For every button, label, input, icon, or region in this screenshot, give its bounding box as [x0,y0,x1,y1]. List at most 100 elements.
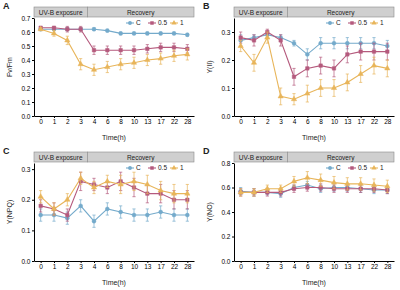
data-point [79,204,83,208]
x-tick-label: 28 [384,118,392,125]
y-tick-mark [232,261,234,262]
series-line [241,32,388,77]
error-bar [279,35,282,46]
y-tick: 0.0 [221,113,234,120]
legend-label: 1 [380,19,384,26]
x-tick-label: 28 [184,118,192,125]
y-tick: 0.2 [21,196,34,203]
x-tick-label: 3 [279,118,283,125]
x-tick-label: 10 [131,263,139,270]
phase-bar [234,152,287,162]
data-point [65,197,70,202]
error-bar [132,32,135,35]
y-tick: 0.3 [221,29,234,36]
x-tick-label: 17 [358,263,366,270]
y-tick-mark [32,230,34,231]
data-point [319,64,322,67]
y-tick-label: 0.6 [21,29,30,36]
data-point [291,96,296,101]
error-bar [132,46,135,54]
data-point [65,27,69,31]
x-tick: 6 [106,116,110,125]
data-point [172,31,176,35]
y-axis-title: Y(NO) [206,202,214,222]
y-tick-mark [232,163,234,164]
x-axis: 01234681013172228 [235,116,395,125]
data-point [39,204,42,207]
x-tick: 6 [106,261,110,270]
error-bar [79,26,82,32]
data-point [279,39,282,42]
series-line [41,28,188,50]
plot-area [238,29,390,105]
data-point [51,206,56,211]
legend-marker [171,165,176,170]
y-tick-mark [232,60,234,61]
legend-marker [328,166,332,170]
data-point [319,41,323,45]
x-axis: 01234681013172228 [235,261,395,270]
legend-marker [171,20,176,25]
y-tick-mark [32,74,34,75]
y-tick: 0.2 [21,85,34,92]
legend-label: 0.5 [158,164,167,171]
x-tick: 28 [184,116,192,125]
y-tick-label: 0.1 [221,85,230,92]
data-point [371,182,376,187]
legend-label: C [336,19,341,26]
y-tick: 0.7 [21,15,34,22]
data-point [92,48,95,51]
x-tick-label: 13 [344,118,352,125]
x-tick-label: 6 [306,263,310,270]
series-line [41,181,188,215]
plot-area [238,172,390,198]
series-line [241,38,388,100]
y-axis-line [234,164,235,262]
y-tick-mark [32,102,34,103]
data-point [292,75,295,78]
y-tick-label: 0.7 [21,15,30,22]
data-point [305,175,310,180]
error-bar [306,49,309,60]
x-tick: 13 [344,261,352,270]
series-line [241,178,388,193]
x-tick-label: 22 [171,263,179,270]
data-point [185,191,190,196]
y-tick-mark [32,88,34,89]
data-point [132,31,136,35]
legend-marker [371,20,376,25]
x-tick-label: 17 [158,263,166,270]
y-tick-label: 0.0 [221,258,230,265]
x-tick-label: 2 [266,118,270,125]
data-point [292,41,296,45]
panel: UV-B exposureRecovery012346810131722280.… [6,7,195,142]
data-point [105,178,110,183]
y-tick-mark [32,60,34,61]
x-tick: 10 [331,261,339,270]
phase-label: Recovery [327,9,355,17]
error-bar [132,209,135,221]
y-tick-label: 0.6 [221,184,230,191]
x-tick: 10 [331,116,339,125]
x-axis: 01234681013172228 [35,116,195,125]
plot-area [38,172,190,227]
y-tick-label: 0.1 [21,99,30,106]
x-tick-label: 8 [319,118,323,125]
data-point [92,27,96,31]
error-bar [79,28,82,31]
data-point [159,31,163,35]
y-tick: 0.0 [221,258,234,265]
error-bar [106,29,109,32]
phase-bar [234,7,287,17]
error-bar [159,43,162,51]
x-tick-label: 2 [66,118,70,125]
series-line [41,206,188,221]
data-point [105,207,109,211]
x-tick: 3 [79,261,83,270]
y-tick-label: 0.2 [221,57,230,64]
x-axis-title: Time(h) [102,134,126,142]
y-axis: 0.00.20.40.60.8 [221,160,234,265]
y-axis-line [34,164,35,262]
x-tick: 6 [306,261,310,270]
legend-label: 0.5 [358,19,367,26]
